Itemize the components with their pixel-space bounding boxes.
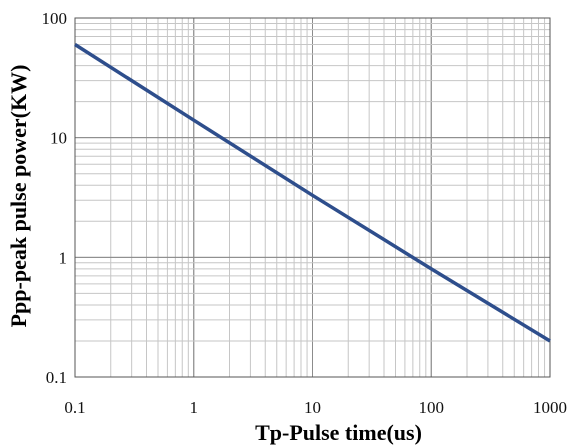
y-tick-labels: 0.1 1 10 100 — [42, 9, 68, 387]
grid-lines — [74, 17, 551, 378]
y-tick-label: 1 — [59, 248, 68, 267]
y-tick-label: 0.1 — [46, 368, 67, 387]
x-tick-label: 1 — [190, 398, 199, 417]
plot-frame — [74, 17, 551, 378]
x-axis-title: Tp-Pulse time(us) — [255, 420, 422, 445]
x-tick-label: 1000 — [533, 398, 567, 417]
x-tick-label: 10 — [304, 398, 321, 417]
x-tick-labels: 0.1 1 10 100 1000 — [64, 398, 567, 417]
y-axis-title: Ppp-peak pulse power(KW) — [6, 65, 31, 328]
series-layer — [74, 43, 551, 343]
x-tick-label: 100 — [419, 398, 445, 417]
x-tick-label: 0.1 — [64, 398, 85, 417]
y-tick-label: 10 — [50, 129, 67, 148]
y-tick-label: 100 — [42, 9, 68, 28]
series-line-1 — [74, 43, 551, 343]
